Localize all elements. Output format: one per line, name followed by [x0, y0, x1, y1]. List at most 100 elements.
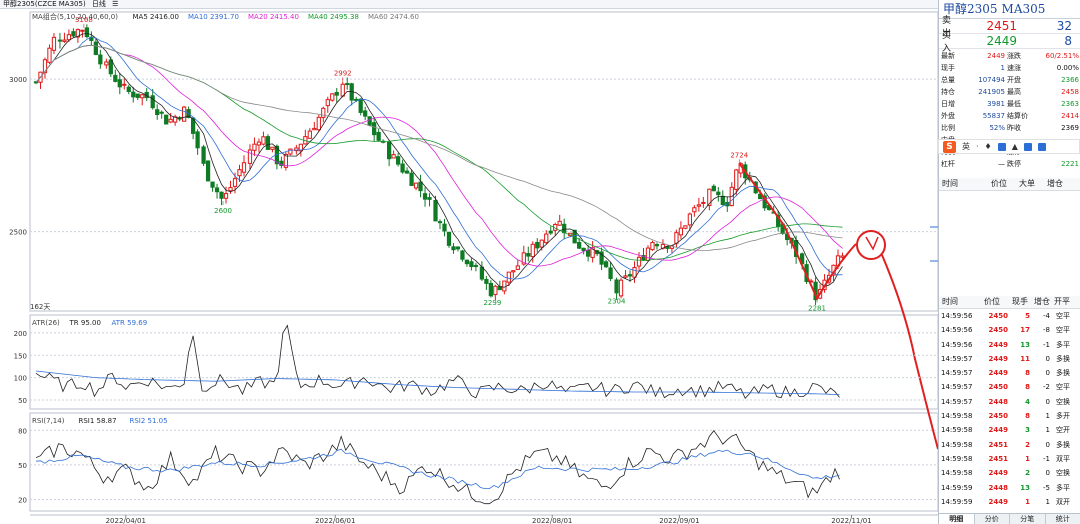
- candle-body: [252, 143, 257, 151]
- tick-volume: 1: [1025, 454, 1030, 463]
- tick-row[interactable]: 14:59:56 2450 17 -8 空平: [939, 323, 1080, 337]
- column-header[interactable]: 开平: [1054, 297, 1070, 306]
- tab-1[interactable]: 分价: [975, 514, 1010, 524]
- tick-volume: 4: [1025, 397, 1030, 406]
- kline-chart[interactable]: 3000 2500 3168 2600 2992 2299 2304 2724 2281 162天…: [0, 9, 938, 524]
- atr-tick-label: 150: [14, 352, 27, 360]
- candle-body: [506, 271, 511, 283]
- column-header[interactable]: 时间: [942, 179, 958, 188]
- column-header[interactable]: 增仓: [1034, 297, 1050, 306]
- legend-item: RSI1 58.87: [79, 417, 117, 425]
- date-label: 2022/04/01: [106, 517, 146, 524]
- legend-item: ATR(26): [32, 319, 60, 327]
- candle-body: [358, 98, 363, 113]
- ime-shirt-icon[interactable]: [1023, 142, 1032, 151]
- legend-item: MA40 2495.38: [308, 13, 359, 21]
- stat-value: —: [998, 160, 1005, 168]
- candle-body: [214, 187, 220, 193]
- tick-list[interactable]: 14:59:56 2450 5 -4 空平 14:59:56 2450 17 -8 空平 14:59…: [939, 309, 1080, 509]
- ask-row[interactable]: 卖出 2451 32: [939, 16, 1080, 39]
- tick-row[interactable]: 14:59:58 2450 8 1 多开: [939, 409, 1080, 423]
- tick-type: 空平: [1056, 383, 1070, 392]
- tick-time: 14:59:56: [941, 312, 973, 320]
- chart-area[interactable]: 3000 2500 3168 2600 2992 2299 2304 2724 2281 162天…: [0, 9, 938, 524]
- tick-oi-change: 0: [1045, 354, 1050, 363]
- tab-2[interactable]: 分笔: [1010, 514, 1046, 524]
- stat-label: 现手: [941, 64, 955, 72]
- candle-body: [442, 223, 447, 232]
- atr-tick-label: 200: [14, 330, 27, 338]
- candle-body: [562, 223, 567, 234]
- candle-body: [367, 116, 372, 126]
- ime-grid-icon[interactable]: [1037, 142, 1046, 151]
- menu-icon[interactable]: ☰: [112, 0, 119, 8]
- candle-body: [650, 242, 655, 251]
- candle-body: [354, 98, 359, 101]
- stat-value: 2414: [1061, 112, 1079, 120]
- candle-body: [201, 146, 206, 164]
- bid-price: 2449: [986, 34, 1017, 48]
- candle-body: [241, 162, 247, 173]
- candle-body: [232, 178, 238, 187]
- tick-oi-change: 1: [1045, 426, 1050, 435]
- tick-row[interactable]: 14:59:59 2448 13 -5 多平: [939, 481, 1080, 495]
- tick-row[interactable]: 14:59:58 2449 3 1 空开: [939, 423, 1080, 437]
- tick-row[interactable]: 14:59:57 2450 8 -2 空平: [939, 380, 1080, 394]
- candle-body: [608, 267, 613, 279]
- stat-label: 速涨: [1007, 64, 1021, 72]
- atr-tick-label: 100: [14, 375, 27, 383]
- bid-label: 买入: [942, 31, 952, 54]
- tab-3[interactable]: 统计: [1046, 514, 1080, 524]
- tab-0[interactable]: 明细: [939, 514, 975, 524]
- tick-row[interactable]: 14:59:58 2449 2 0 空换: [939, 466, 1080, 480]
- atr-line: [35, 370, 840, 395]
- ime-punct-icon[interactable]: ·: [976, 142, 979, 151]
- stat-label: 最低: [1007, 100, 1021, 108]
- ask-volume: 32: [1056, 19, 1072, 33]
- tick-oi-change: -4: [1043, 312, 1050, 320]
- candle-body: [155, 109, 160, 115]
- tick-row[interactable]: 14:59:57 2449 8 0 多换: [939, 366, 1080, 380]
- period-label[interactable]: 日线: [91, 0, 106, 8]
- ime-mode-label[interactable]: 英: [962, 142, 970, 151]
- stat-value: 0.00%: [1056, 64, 1079, 72]
- candle-body: [614, 279, 619, 294]
- ask-label: 卖出: [942, 16, 952, 39]
- column-header[interactable]: 价位: [984, 297, 1000, 306]
- tick-volume: 13: [1020, 483, 1030, 492]
- candle-body: [294, 147, 299, 152]
- tick-row[interactable]: 14:59:56 2450 5 -4 空平: [939, 309, 1080, 323]
- tick-time: 14:59:58: [941, 469, 973, 478]
- sogou-icon[interactable]: S: [943, 140, 956, 153]
- column-header[interactable]: 大单: [1019, 179, 1035, 188]
- ime-toolbar[interactable]: S 英 · ♦ ▲: [938, 139, 1080, 154]
- bid-row[interactable]: 买入 2449 8: [939, 31, 1080, 54]
- candle-body: [93, 41, 98, 55]
- candle-body: [464, 259, 470, 265]
- tick-type: 多换: [1056, 369, 1070, 378]
- candle-body: [57, 39, 63, 42]
- ime-user-icon[interactable]: ▲: [1011, 142, 1018, 151]
- tick-row[interactable]: 14:59:56 2449 13 -1 多平: [939, 338, 1080, 352]
- tick-row[interactable]: 14:59:59 2449 1 1 双开: [939, 495, 1080, 509]
- candle-body: [261, 136, 266, 145]
- candle-body: [84, 27, 89, 38]
- candle-body: [71, 31, 76, 37]
- rsi-tick-label: 50: [18, 462, 27, 470]
- candle-body: [502, 280, 507, 292]
- column-header[interactable]: 现手: [1012, 297, 1028, 306]
- column-header[interactable]: 时间: [942, 297, 958, 306]
- stat-label: 杠杆: [941, 160, 955, 168]
- stat-value: 55837: [982, 112, 1005, 120]
- symbol-title: 甲醇2305(CZCE MA305): [3, 0, 86, 8]
- column-header[interactable]: 增仓: [1047, 179, 1063, 188]
- tick-row[interactable]: 14:59:58 2451 1 -1 双平: [939, 452, 1080, 466]
- ime-keyboard-icon[interactable]: [997, 142, 1006, 151]
- tick-row[interactable]: 14:59:57 2449 11 0 多换: [939, 352, 1080, 366]
- ime-skin-icon[interactable]: ♦: [984, 142, 992, 151]
- tick-row[interactable]: 14:59:58 2451 2 0 多换: [939, 438, 1080, 452]
- tick-row[interactable]: 14:59:57 2448 4 0 空换: [939, 395, 1080, 409]
- extreme-label: 2724: [730, 151, 748, 159]
- tick-price: 2450: [988, 312, 1008, 320]
- column-header[interactable]: 价位: [991, 179, 1007, 188]
